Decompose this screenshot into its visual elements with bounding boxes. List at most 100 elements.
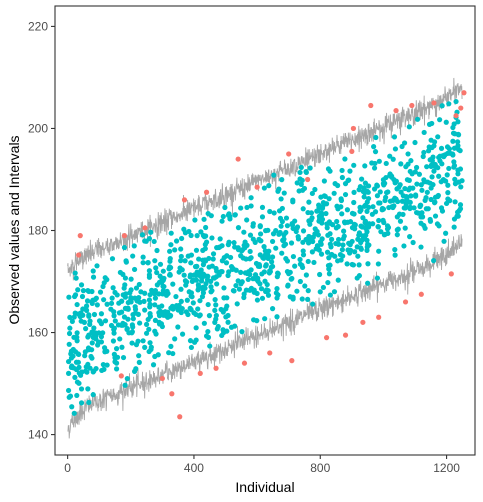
point-within-interval (326, 266, 332, 272)
point-within-interval (110, 338, 117, 344)
point-within-interval (383, 189, 390, 196)
point-within-interval (438, 205, 445, 211)
point-within-interval (198, 267, 204, 273)
point-within-interval (270, 231, 277, 237)
point-outside-interval (453, 113, 459, 119)
point-within-interval (210, 256, 216, 262)
point-within-interval (303, 169, 309, 175)
point-within-interval (289, 275, 295, 282)
point-within-interval (152, 317, 159, 323)
point-within-interval (267, 208, 273, 215)
point-within-interval (297, 278, 303, 285)
point-within-interval (452, 181, 459, 187)
point-within-interval (431, 163, 438, 169)
point-within-interval (452, 176, 458, 182)
point-within-interval (131, 243, 137, 249)
point-within-interval (248, 195, 254, 201)
point-within-interval (113, 346, 120, 352)
point-within-interval (67, 393, 74, 399)
point-within-interval (447, 198, 453, 204)
point-within-interval (274, 295, 280, 301)
point-within-interval (239, 248, 245, 254)
point-within-interval (347, 219, 354, 225)
point-within-interval (390, 156, 396, 162)
point-within-interval (320, 284, 327, 291)
point-within-interval (284, 223, 291, 229)
point-within-interval (344, 261, 350, 267)
point-within-interval (157, 261, 164, 267)
point-within-interval (245, 276, 251, 283)
point-within-interval (339, 247, 345, 253)
point-within-interval (451, 159, 457, 165)
point-within-interval (146, 297, 153, 303)
point-within-interval (397, 182, 403, 188)
point-within-interval (188, 232, 194, 239)
point-within-interval (288, 240, 295, 246)
point-within-interval (327, 168, 333, 174)
point-within-interval (357, 204, 363, 210)
point-within-interval (381, 232, 387, 238)
point-within-interval (136, 359, 142, 365)
point-outside-interval (323, 335, 330, 341)
point-within-interval (436, 223, 442, 229)
point-within-interval (213, 302, 219, 308)
point-within-interval (365, 204, 372, 210)
point-within-interval (457, 148, 463, 154)
point-within-interval (205, 210, 211, 217)
point-within-interval (275, 188, 281, 194)
point-within-interval (175, 324, 181, 330)
point-within-interval (307, 165, 313, 171)
point-within-interval (297, 176, 303, 182)
point-within-interval (85, 287, 91, 294)
point-within-interval (403, 164, 409, 170)
points-outside-interval (76, 90, 467, 420)
point-within-interval (303, 272, 309, 278)
point-within-interval (191, 339, 198, 345)
point-within-interval (372, 160, 378, 167)
point-within-interval (297, 169, 303, 176)
point-within-interval (257, 252, 263, 258)
point-within-interval (277, 215, 284, 221)
point-within-interval (239, 329, 245, 335)
point-within-interval (306, 199, 312, 205)
point-within-interval (156, 291, 162, 297)
point-within-interval (443, 119, 449, 125)
point-within-interval (338, 257, 344, 263)
point-within-interval (209, 288, 215, 294)
point-outside-interval (289, 358, 295, 364)
point-within-interval (193, 325, 199, 331)
point-within-interval (292, 263, 298, 269)
point-within-interval (359, 224, 365, 230)
point-within-interval (71, 410, 77, 416)
point-within-interval (429, 174, 435, 180)
y-tick-label: 160 (28, 326, 48, 340)
point-within-interval (160, 268, 166, 274)
point-within-interval (417, 203, 423, 210)
point-within-interval (310, 301, 316, 307)
point-within-interval (212, 319, 218, 325)
point-within-interval (179, 235, 185, 242)
point-within-interval (238, 269, 244, 276)
point-within-interval (257, 238, 263, 244)
point-within-interval (140, 338, 146, 344)
point-within-interval (142, 307, 148, 313)
point-within-interval (232, 212, 238, 218)
point-within-interval (65, 387, 72, 394)
point-outside-interval (360, 319, 366, 325)
point-within-interval (426, 121, 433, 127)
point-within-interval (232, 244, 238, 250)
point-within-interval (252, 272, 259, 278)
point-within-interval (109, 295, 115, 301)
point-within-interval (259, 204, 266, 210)
point-within-interval (90, 334, 96, 340)
point-within-interval (259, 271, 265, 277)
point-outside-interval (342, 332, 349, 338)
point-within-interval (364, 208, 370, 214)
point-within-interval (269, 306, 276, 312)
point-within-interval (94, 302, 100, 308)
point-outside-interval (254, 184, 260, 190)
point-within-interval (416, 171, 423, 177)
point-within-interval (74, 379, 81, 385)
point-within-interval (148, 344, 154, 350)
point-within-interval (213, 265, 219, 272)
